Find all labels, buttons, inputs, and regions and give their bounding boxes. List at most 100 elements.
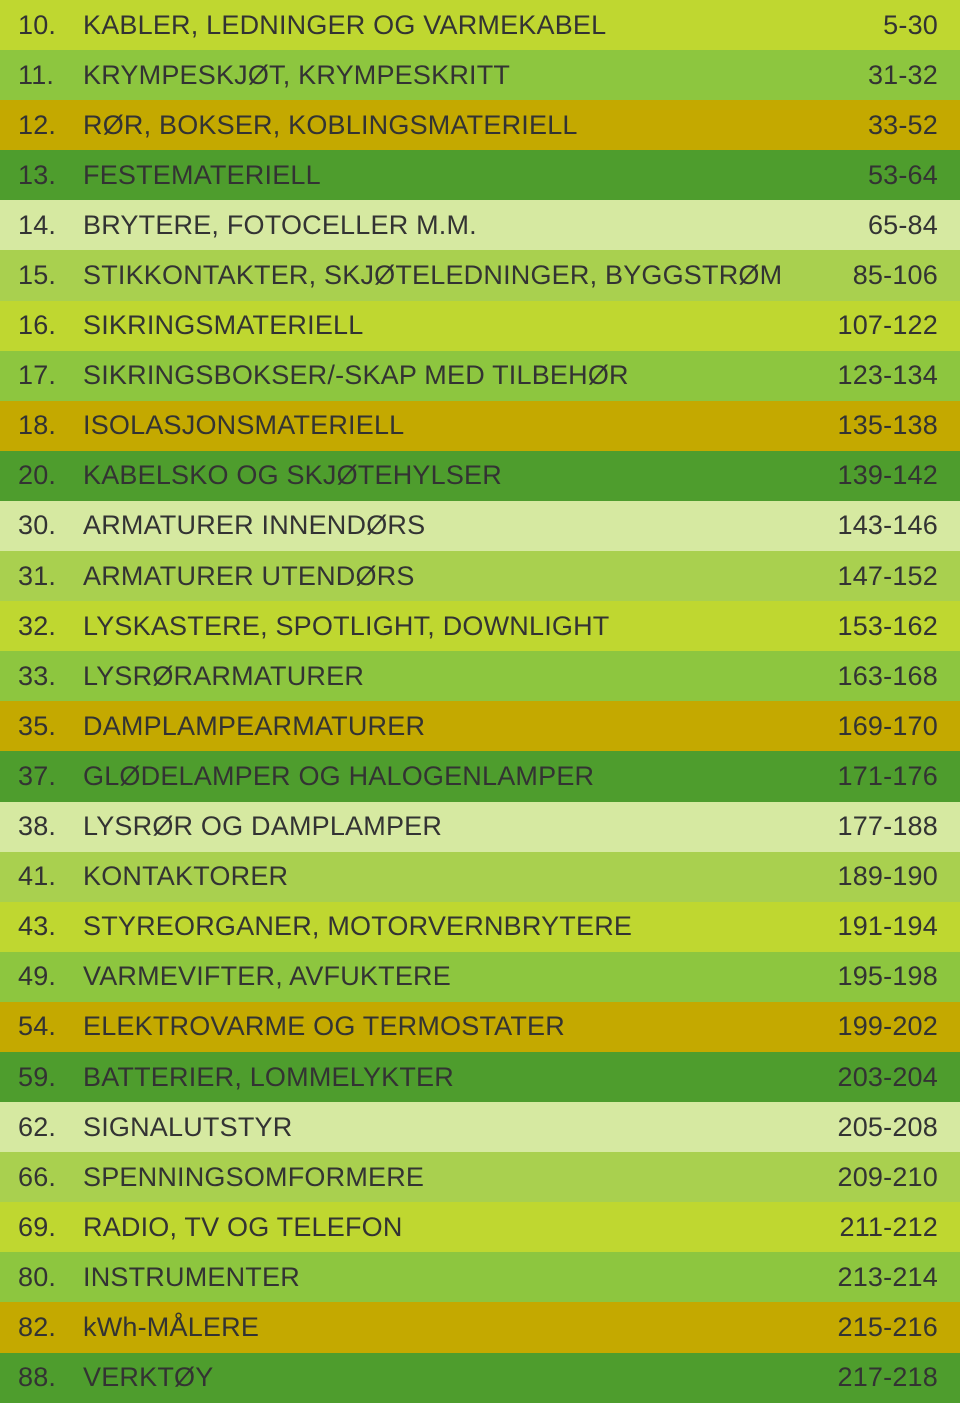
toc-row-pages: 209-210: [828, 1162, 938, 1193]
toc-row: 43.STYREORGANER, MOTORVERNBRYTERE191-194: [0, 902, 960, 952]
toc-row-title: VERKTØY: [83, 1362, 828, 1393]
toc-row-number: 30.: [18, 510, 83, 541]
toc-row: 31.ARMATURER UTENDØRS147-152: [0, 551, 960, 601]
toc-row-number: 80.: [18, 1262, 83, 1293]
toc-row-pages: 211-212: [828, 1212, 938, 1243]
toc-row: 11.KRYMPESKJØT, KRYMPESKRITT31-32: [0, 50, 960, 100]
toc-row: 10.KABLER, LEDNINGER OG VARMEKABEL5-30: [0, 0, 960, 50]
toc-row-title: KONTAKTORER: [83, 861, 828, 892]
toc-row-pages: 135-138: [828, 410, 938, 441]
toc-row: 12.RØR, BOKSER, KOBLINGSMATERIELL33-52: [0, 100, 960, 150]
toc-row-title: SPENNINGSOMFORMERE: [83, 1162, 828, 1193]
toc-row-pages: 65-84: [828, 210, 938, 241]
toc-row-number: 32.: [18, 611, 83, 642]
toc-row: 82.kWh-MÅLERE215-216: [0, 1302, 960, 1352]
toc-row-pages: 171-176: [828, 761, 938, 792]
toc-row-number: 35.: [18, 711, 83, 742]
toc-row-title: ARMATURER UTENDØRS: [83, 561, 828, 592]
toc-row-number: 69.: [18, 1212, 83, 1243]
toc-row: 16.SIKRINGSMATERIELL107-122: [0, 301, 960, 351]
toc-row: 38.LYSRØR OG DAMPLAMPER177-188: [0, 802, 960, 852]
toc-row: 49.VARMEVIFTER, AVFUKTERE195-198: [0, 952, 960, 1002]
toc-row-pages: 147-152: [828, 561, 938, 592]
toc-row: 59.BATTERIER, LOMMELYKTER203-204: [0, 1052, 960, 1102]
toc-row-number: 82.: [18, 1312, 83, 1343]
toc-row: 17.SIKRINGSBOKSER/-SKAP MED TILBEHØR123-…: [0, 351, 960, 401]
toc-row-title: DAMPLAMPEARMATURER: [83, 711, 828, 742]
toc-row-title: KABLER, LEDNINGER OG VARMEKABEL: [83, 10, 828, 41]
toc-row: 15.STIKKONTAKTER, SKJØTELEDNINGER, BYGGS…: [0, 250, 960, 300]
toc-row-pages: 169-170: [828, 711, 938, 742]
toc-row: 80.INSTRUMENTER213-214: [0, 1252, 960, 1302]
toc-row-number: 59.: [18, 1062, 83, 1093]
toc-row: 66.SPENNINGSOMFORMERE209-210: [0, 1152, 960, 1202]
toc-row-title: FESTEMATERIELL: [83, 160, 828, 191]
toc-row-number: 41.: [18, 861, 83, 892]
toc-row-title: KRYMPESKJØT, KRYMPESKRITT: [83, 60, 828, 91]
toc-row-pages: 213-214: [828, 1262, 938, 1293]
toc-row-title: BATTERIER, LOMMELYKTER: [83, 1062, 828, 1093]
toc-row: 41.KONTAKTORER189-190: [0, 852, 960, 902]
toc-row-pages: 203-204: [828, 1062, 938, 1093]
toc-row-pages: 5-30: [828, 10, 938, 41]
toc-row-title: SIKRINGSMATERIELL: [83, 310, 828, 341]
toc-row-pages: 177-188: [828, 811, 938, 842]
toc-row-pages: 217-218: [828, 1362, 938, 1393]
toc-row-title: SIKRINGSBOKSER/-SKAP MED TILBEHØR: [83, 360, 828, 391]
toc-row-pages: 143-146: [828, 510, 938, 541]
toc-row-pages: 195-198: [828, 961, 938, 992]
toc-row: 33.LYSRØRARMATURER163-168: [0, 651, 960, 701]
toc-row-number: 15.: [18, 260, 83, 291]
toc-row: 62.SIGNALUTSTYR205-208: [0, 1102, 960, 1152]
toc-row-number: 43.: [18, 911, 83, 942]
toc-row-title: INSTRUMENTER: [83, 1262, 828, 1293]
toc-row-number: 33.: [18, 661, 83, 692]
toc-row-number: 38.: [18, 811, 83, 842]
toc-row-pages: 153-162: [828, 611, 938, 642]
toc-row: 32.LYSKASTERE, SPOTLIGHT, DOWNLIGHT153-1…: [0, 601, 960, 651]
toc-row-number: 54.: [18, 1011, 83, 1042]
toc-row-number: 11.: [18, 60, 83, 91]
toc-row-number: 13.: [18, 160, 83, 191]
toc-row: 35.DAMPLAMPEARMATURER169-170: [0, 701, 960, 751]
toc-row-title: kWh-MÅLERE: [83, 1312, 828, 1343]
toc-row-title: RØR, BOKSER, KOBLINGSMATERIELL: [83, 110, 828, 141]
toc-row: 54.ELEKTROVARME OG TERMOSTATER199-202: [0, 1002, 960, 1052]
toc-row-number: 18.: [18, 410, 83, 441]
toc-row-title: ISOLASJONSMATERIELL: [83, 410, 828, 441]
toc-row-pages: 107-122: [828, 310, 938, 341]
toc-row-title: ARMATURER INNENDØRS: [83, 510, 828, 541]
toc-row: 30.ARMATURER INNENDØRS143-146: [0, 501, 960, 551]
toc-row-pages: 139-142: [828, 460, 938, 491]
toc-row-title: ELEKTROVARME OG TERMOSTATER: [83, 1011, 828, 1042]
toc-row-pages: 85-106: [828, 260, 938, 291]
toc-row-pages: 205-208: [828, 1112, 938, 1143]
toc-row-title: STYREORGANER, MOTORVERNBRYTERE: [83, 911, 828, 942]
toc-row-pages: 163-168: [828, 661, 938, 692]
toc-row-number: 12.: [18, 110, 83, 141]
toc-row-title: KABELSKO OG SKJØTEHYLSER: [83, 460, 828, 491]
toc-row-number: 37.: [18, 761, 83, 792]
toc-row-pages: 33-52: [828, 110, 938, 141]
toc-row: 20.KABELSKO OG SKJØTEHYLSER139-142: [0, 451, 960, 501]
toc-row-number: 62.: [18, 1112, 83, 1143]
toc-row-number: 88.: [18, 1362, 83, 1393]
toc-row-number: 31.: [18, 561, 83, 592]
toc-row-pages: 123-134: [828, 360, 938, 391]
toc-row: 88.VERKTØY217-218: [0, 1353, 960, 1403]
toc-row: 37.GLØDELAMPER OG HALOGENLAMPER171-176: [0, 751, 960, 801]
toc-row: 13.FESTEMATERIELL53-64: [0, 150, 960, 200]
toc-row-number: 14.: [18, 210, 83, 241]
toc-row-pages: 199-202: [828, 1011, 938, 1042]
toc-row-title: GLØDELAMPER OG HALOGENLAMPER: [83, 761, 828, 792]
toc-row-title: RADIO, TV OG TELEFON: [83, 1212, 828, 1243]
toc-row-pages: 215-216: [828, 1312, 938, 1343]
toc-row-title: SIGNALUTSTYR: [83, 1112, 828, 1143]
toc-row-number: 17.: [18, 360, 83, 391]
toc-row-number: 16.: [18, 310, 83, 341]
table-of-contents: 10.KABLER, LEDNINGER OG VARMEKABEL5-3011…: [0, 0, 960, 1403]
toc-row-number: 66.: [18, 1162, 83, 1193]
toc-row-number: 10.: [18, 10, 83, 41]
toc-row-pages: 31-32: [828, 60, 938, 91]
toc-row-title: LYSRØR OG DAMPLAMPER: [83, 811, 828, 842]
